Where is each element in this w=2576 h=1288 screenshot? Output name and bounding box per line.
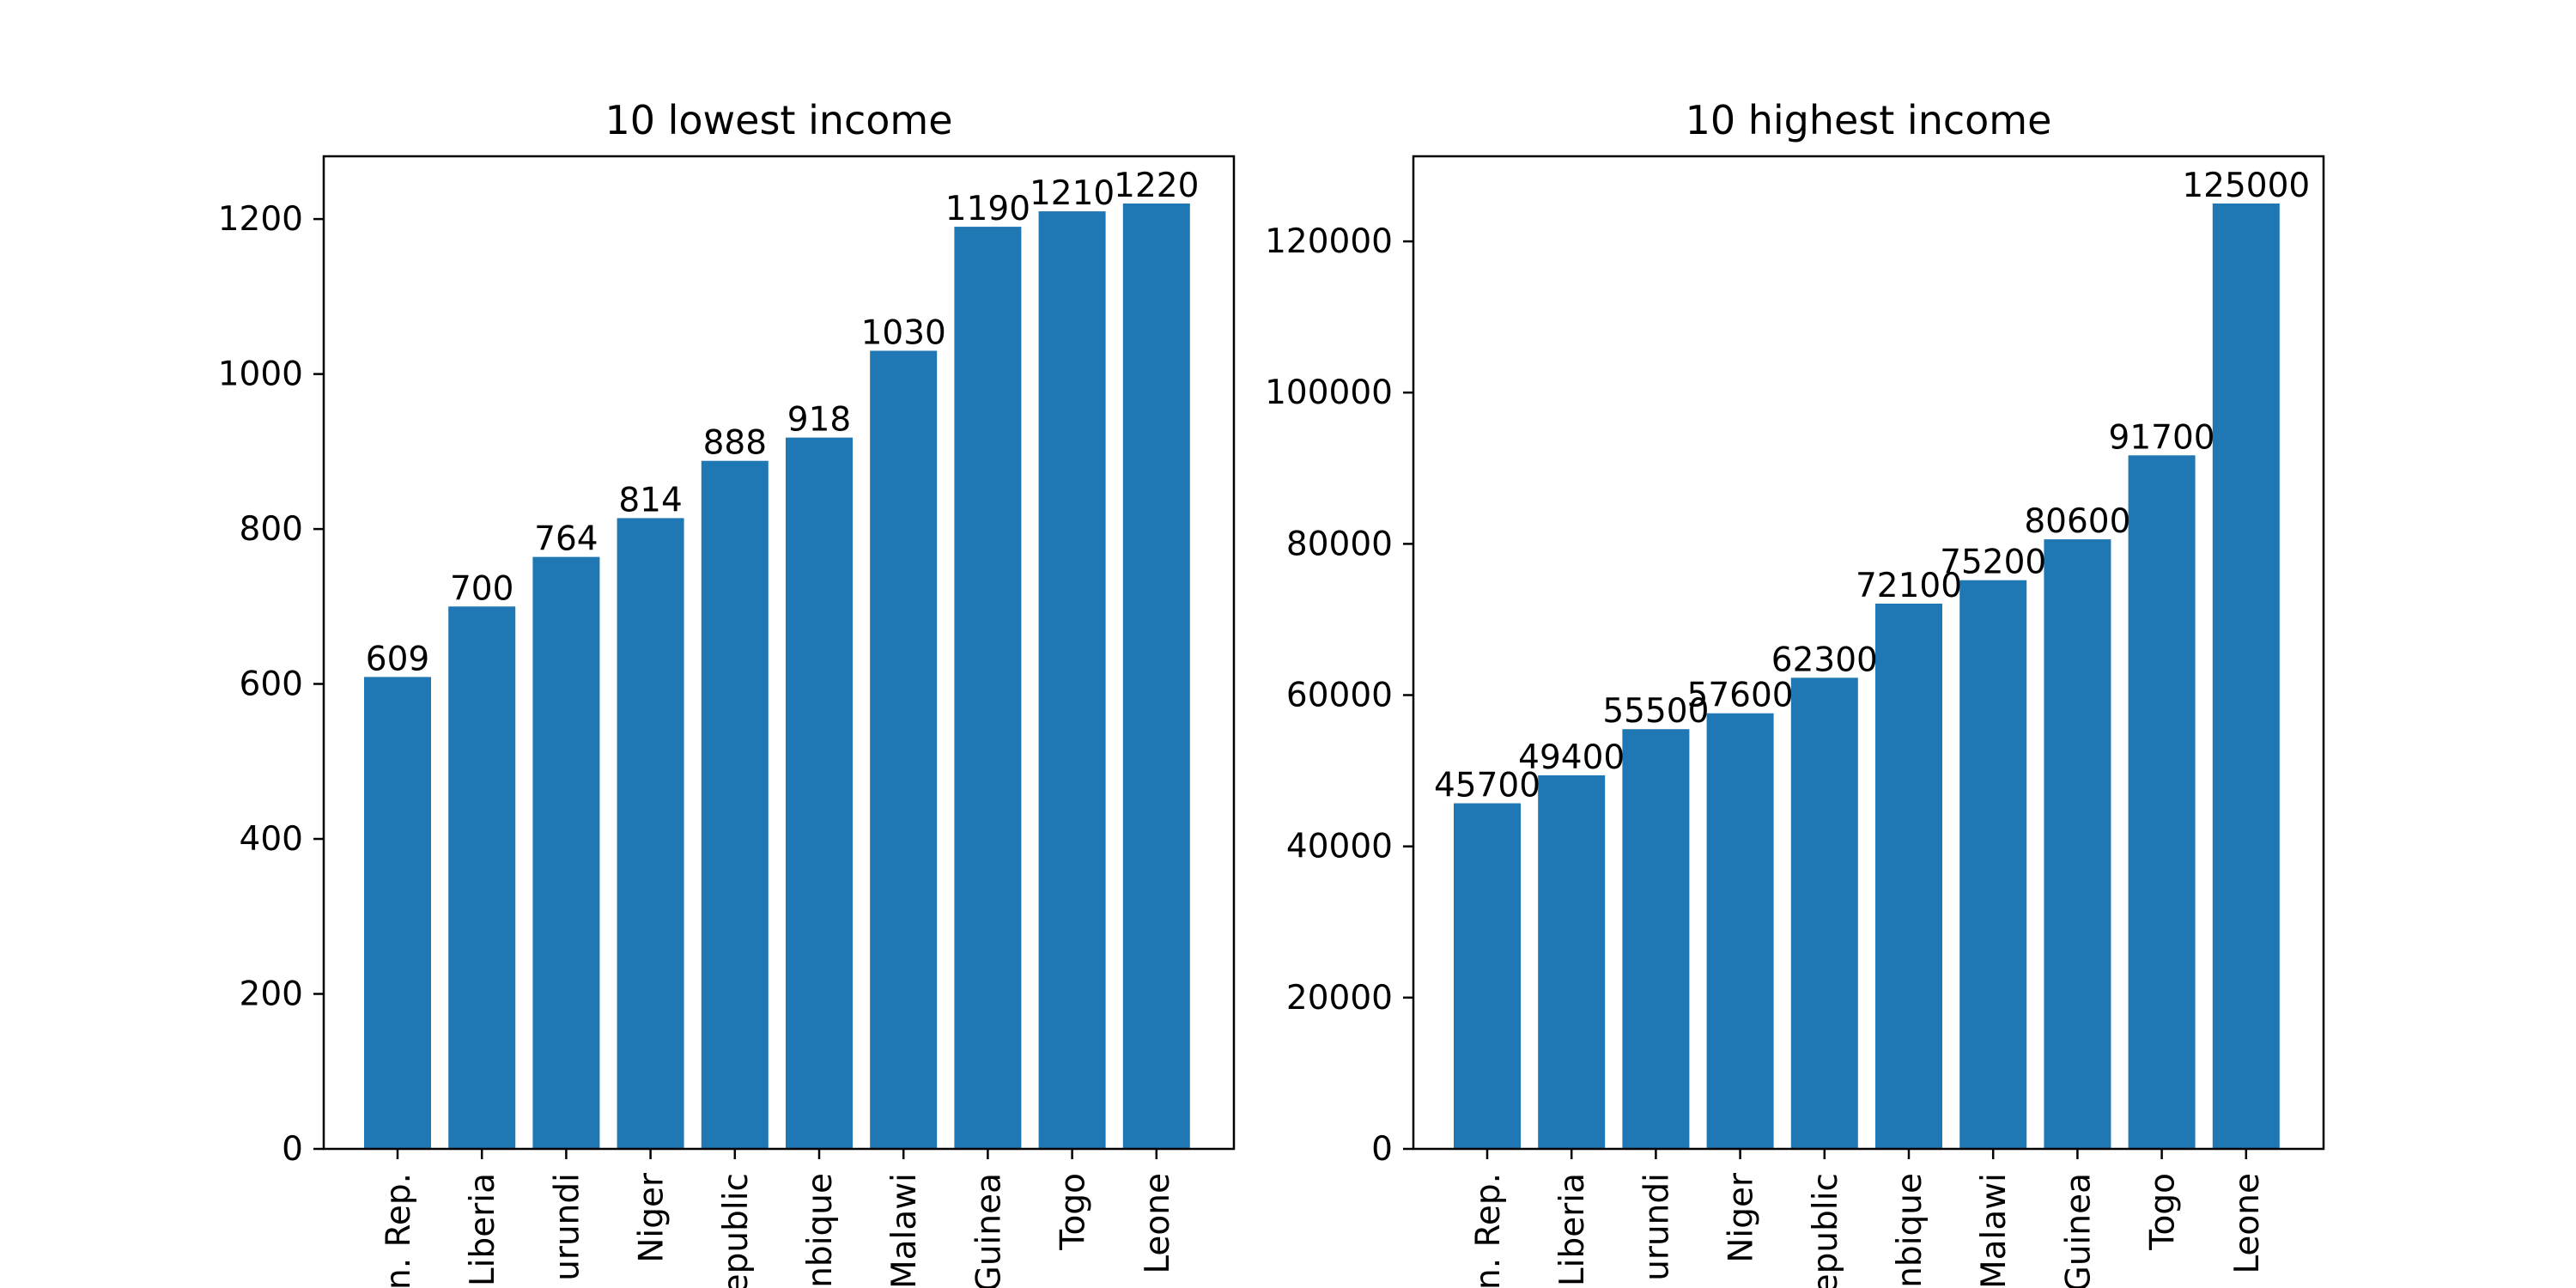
chart-1-bar-label-2: 700: [450, 569, 513, 608]
chart-2-xtick-label-3: urundi: [1637, 1173, 1676, 1281]
chart-2-bar-3: [1622, 729, 1690, 1149]
chart-2-bar-label-6: 72100: [1856, 567, 1962, 605]
chart-1-bar-3: [532, 556, 600, 1149]
chart-1-bar-label-6: 918: [787, 401, 851, 440]
chart-2-xtick-label-4: Niger: [1722, 1172, 1761, 1263]
chart-1-bar-label-9: 1210: [1030, 174, 1115, 213]
chart-2-xtick-label-10: Leone: [2228, 1173, 2267, 1274]
chart-1-bar-label-1: 609: [366, 640, 429, 678]
chart-2-bar-7: [1959, 580, 2027, 1149]
chart-2-bar-5: [1790, 677, 1858, 1149]
chart-1-xtick-label-10: Leone: [1139, 1173, 1177, 1274]
chart-2-ytick-label-6: 100000: [1265, 374, 1393, 412]
chart-2-bar-4: [1706, 713, 1774, 1149]
chart-2-bar-label-10: 125000: [2182, 167, 2310, 205]
chart-2-bar-2: [1538, 775, 1606, 1149]
chart-1-bar-label-7: 1030: [861, 314, 946, 353]
chart-1-ytick-label-3: 400: [240, 820, 303, 859]
chart-1-bar-label-5: 888: [703, 424, 767, 463]
chart-1-xtick-label-3: urundi: [548, 1173, 586, 1281]
chart-1-bar-label-3: 764: [534, 520, 598, 559]
chart-1-xtick-label-9: Togo: [1054, 1173, 1093, 1251]
chart-2-bar-9: [2128, 455, 2196, 1149]
chart-2-ytick-label-2: 20000: [1286, 979, 1393, 1018]
chart-1-title: 10 lowest income: [605, 97, 952, 143]
chart-1-ytick-label-7: 1200: [218, 200, 303, 239]
chart-1-bar-6: [786, 437, 853, 1150]
chart-1-bar-10: [1122, 204, 1190, 1149]
chart-1-xtick-label-6: nbique: [801, 1173, 840, 1288]
chart-2-bar-label-7: 75200: [1940, 544, 2046, 582]
chart-1-xtick-label-5: epublic: [717, 1173, 756, 1288]
chart-1-bar-label-10: 1220: [1114, 167, 1199, 205]
chart-2-bar-label-3: 55500: [1602, 692, 1709, 731]
chart-1-ytick-label-5: 800: [240, 510, 303, 549]
chart-2-xtick-label-2: Liberia: [1553, 1173, 1592, 1286]
chart-1-bar-label-4: 814: [618, 481, 682, 519]
chart-1-xtick-label-2: Liberia: [464, 1173, 502, 1286]
chart-1-ytick-label-4: 600: [240, 665, 303, 704]
chart-2-bar-label-5: 62300: [1771, 641, 1878, 679]
chart-1-bar-2: [448, 606, 516, 1149]
chart-1-xtick-label-7: Malawi: [885, 1173, 924, 1288]
chart-2-ytick-label-4: 60000: [1286, 677, 1393, 715]
chart-2-bar-6: [1875, 604, 1942, 1149]
chart-2-title: 10 highest income: [1686, 97, 2052, 143]
chart-2-bar-1: [1454, 803, 1521, 1149]
chart-2-xtick-label-5: epublic: [1807, 1173, 1845, 1288]
chart-2-bar-label-2: 49400: [1518, 738, 1625, 777]
chart-2-xtick-label-7: Malawi: [1975, 1173, 2014, 1288]
chart-1-bar-4: [617, 518, 684, 1149]
chart-2-xtick-label-1: n. Rep.: [1469, 1173, 1508, 1288]
chart-2-ytick-label-7: 120000: [1265, 222, 1393, 261]
chart-2-bar-label-8: 80600: [2024, 502, 2130, 541]
chart-2-bar-label-1: 45700: [1434, 767, 1540, 805]
chart-1-ytick-label-1: 0: [282, 1130, 303, 1169]
chart-2-bar-8: [2044, 539, 2111, 1149]
chart-1-bar-8: [954, 227, 1022, 1150]
chart-2-ytick-label-3: 40000: [1286, 828, 1393, 866]
chart-2-xtick-label-6: nbique: [1891, 1173, 1929, 1288]
chart-1-bar-5: [701, 460, 769, 1149]
chart-2-xtick-label-8: Guinea: [2059, 1173, 2098, 1288]
chart-1-bar-9: [1038, 211, 1106, 1150]
chart-1-xtick-label-1: n. Rep.: [380, 1173, 418, 1288]
chart-2-axes-frame: [1412, 155, 2325, 1151]
chart-2-bar-10: [2212, 204, 2280, 1149]
chart-2-xtick-label-9: Togo: [2144, 1173, 2183, 1251]
chart-1-ytick-label-2: 200: [240, 975, 303, 1014]
chart-2-ytick-label-1: 0: [1371, 1130, 1393, 1169]
chart-2-ytick-label-5: 80000: [1286, 525, 1393, 563]
chart-1-bar-label-8: 1190: [945, 190, 1030, 228]
chart-1-bar-7: [870, 350, 938, 1149]
chart-1-ytick-label-6: 1000: [218, 355, 303, 394]
chart-1-xtick-label-8: Guinea: [969, 1173, 1008, 1288]
chart-2-bar-label-9: 91700: [2109, 418, 2215, 457]
chart-1-bar-1: [364, 677, 431, 1149]
chart-1-axes-frame: [322, 155, 1236, 1151]
chart-2-bar-label-4: 57600: [1687, 677, 1794, 715]
chart-1-xtick-label-4: Niger: [633, 1172, 671, 1263]
